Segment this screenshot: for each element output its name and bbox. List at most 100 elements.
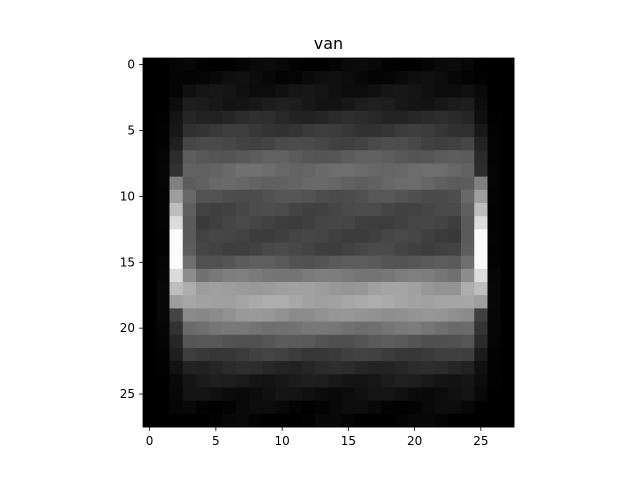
heatmap-cell xyxy=(275,413,290,428)
y-tick-label: 15 xyxy=(120,255,135,269)
heatmap-cell xyxy=(235,242,250,257)
heatmap-cell xyxy=(434,137,449,151)
heatmap-cell xyxy=(143,97,157,112)
heatmap-cell xyxy=(500,321,515,336)
heatmap-cell xyxy=(368,374,382,388)
heatmap-cell xyxy=(222,71,237,85)
heatmap-cell xyxy=(394,229,409,243)
heatmap-cell xyxy=(196,387,210,402)
heatmap-cell xyxy=(196,400,210,415)
heatmap-cell xyxy=(341,202,356,217)
heatmap-cell xyxy=(474,137,488,151)
heatmap-cell xyxy=(196,163,210,178)
heatmap-cell xyxy=(196,84,210,98)
heatmap-cell xyxy=(249,308,263,322)
heatmap-cell xyxy=(394,163,409,178)
heatmap-cell xyxy=(169,137,184,151)
heatmap-cell xyxy=(394,387,409,402)
heatmap-cell xyxy=(143,255,157,270)
heatmap-cell xyxy=(235,150,250,164)
heatmap-cell xyxy=(262,268,276,283)
heatmap-cell xyxy=(355,71,369,85)
heatmap-cell xyxy=(421,84,435,98)
heatmap-cell xyxy=(461,97,475,112)
heatmap-cell xyxy=(182,58,197,72)
heatmap-cell xyxy=(408,71,422,85)
heatmap-cell xyxy=(315,334,329,349)
heatmap-cell xyxy=(275,282,290,296)
heatmap-cell xyxy=(182,374,197,388)
heatmap-cell xyxy=(355,295,369,309)
heatmap-cell xyxy=(249,176,263,191)
heatmap-cell xyxy=(434,150,449,164)
heatmap-cell xyxy=(487,216,502,230)
heatmap-cell xyxy=(355,255,369,270)
heatmap-cell xyxy=(408,387,422,402)
heatmap-cell xyxy=(315,176,329,191)
heatmap-cell xyxy=(328,58,343,72)
heatmap-cell xyxy=(182,216,197,230)
heatmap-cell xyxy=(249,413,263,428)
heatmap-cell xyxy=(196,334,210,349)
heatmap-cell xyxy=(328,189,343,204)
heatmap-cell xyxy=(421,361,435,375)
heatmap-cell xyxy=(461,387,475,402)
heatmap-cell xyxy=(182,413,197,428)
x-tick-label: 15 xyxy=(341,434,356,448)
heatmap-cell xyxy=(341,400,356,415)
heatmap-cell xyxy=(500,202,515,217)
heatmap-cell xyxy=(156,163,170,178)
heatmap-cell xyxy=(394,176,409,191)
heatmap-cell xyxy=(487,163,502,178)
heatmap-cell xyxy=(474,400,488,415)
heatmap-cell xyxy=(487,282,502,296)
heatmap-cell xyxy=(394,97,409,112)
heatmap-cell xyxy=(182,189,197,204)
heatmap-cell xyxy=(341,150,356,164)
heatmap-cell xyxy=(421,400,435,415)
heatmap-cell xyxy=(487,189,502,204)
heatmap-cell xyxy=(315,189,329,204)
heatmap-cell xyxy=(156,413,170,428)
heatmap-cell xyxy=(368,137,382,151)
heatmap-cell xyxy=(368,282,382,296)
heatmap-cell xyxy=(408,321,422,336)
heatmap-cell xyxy=(169,387,184,402)
heatmap-cell xyxy=(235,110,250,125)
heatmap-cell xyxy=(262,110,276,125)
heatmap-cell xyxy=(434,361,449,375)
heatmap-cell xyxy=(275,123,290,138)
heatmap-cell xyxy=(381,387,396,402)
heatmap-cell xyxy=(394,321,409,336)
heatmap-cell xyxy=(434,255,449,270)
heatmap-cell xyxy=(235,137,250,151)
heatmap-cell xyxy=(328,400,343,415)
heatmap-cell xyxy=(235,374,250,388)
chart-title: van xyxy=(314,34,343,53)
heatmap-cell xyxy=(209,321,223,336)
heatmap-cell xyxy=(275,308,290,322)
heatmap-cell xyxy=(235,163,250,178)
heatmap-cell xyxy=(315,150,329,164)
heatmap-cell xyxy=(394,413,409,428)
heatmap-cell xyxy=(182,282,197,296)
heatmap-cell xyxy=(302,189,316,204)
heatmap-cell xyxy=(249,229,263,243)
heatmap-cell xyxy=(355,321,369,336)
heatmap-cell xyxy=(500,334,515,349)
heatmap-cell xyxy=(341,110,356,125)
heatmap-cell xyxy=(381,255,396,270)
heatmap-cell xyxy=(209,242,223,257)
heatmap-cell xyxy=(341,268,356,283)
heatmap-cell xyxy=(249,268,263,283)
heatmap-cell xyxy=(302,334,316,349)
heatmap-cell xyxy=(447,110,462,125)
heatmap-cell xyxy=(302,308,316,322)
heatmap-cell xyxy=(222,347,237,362)
heatmap-cell xyxy=(461,413,475,428)
heatmap-cell xyxy=(381,308,396,322)
heatmap-cell xyxy=(474,150,488,164)
heatmap-cell xyxy=(341,413,356,428)
heatmap-cell xyxy=(235,347,250,362)
heatmap-cell xyxy=(434,71,449,85)
